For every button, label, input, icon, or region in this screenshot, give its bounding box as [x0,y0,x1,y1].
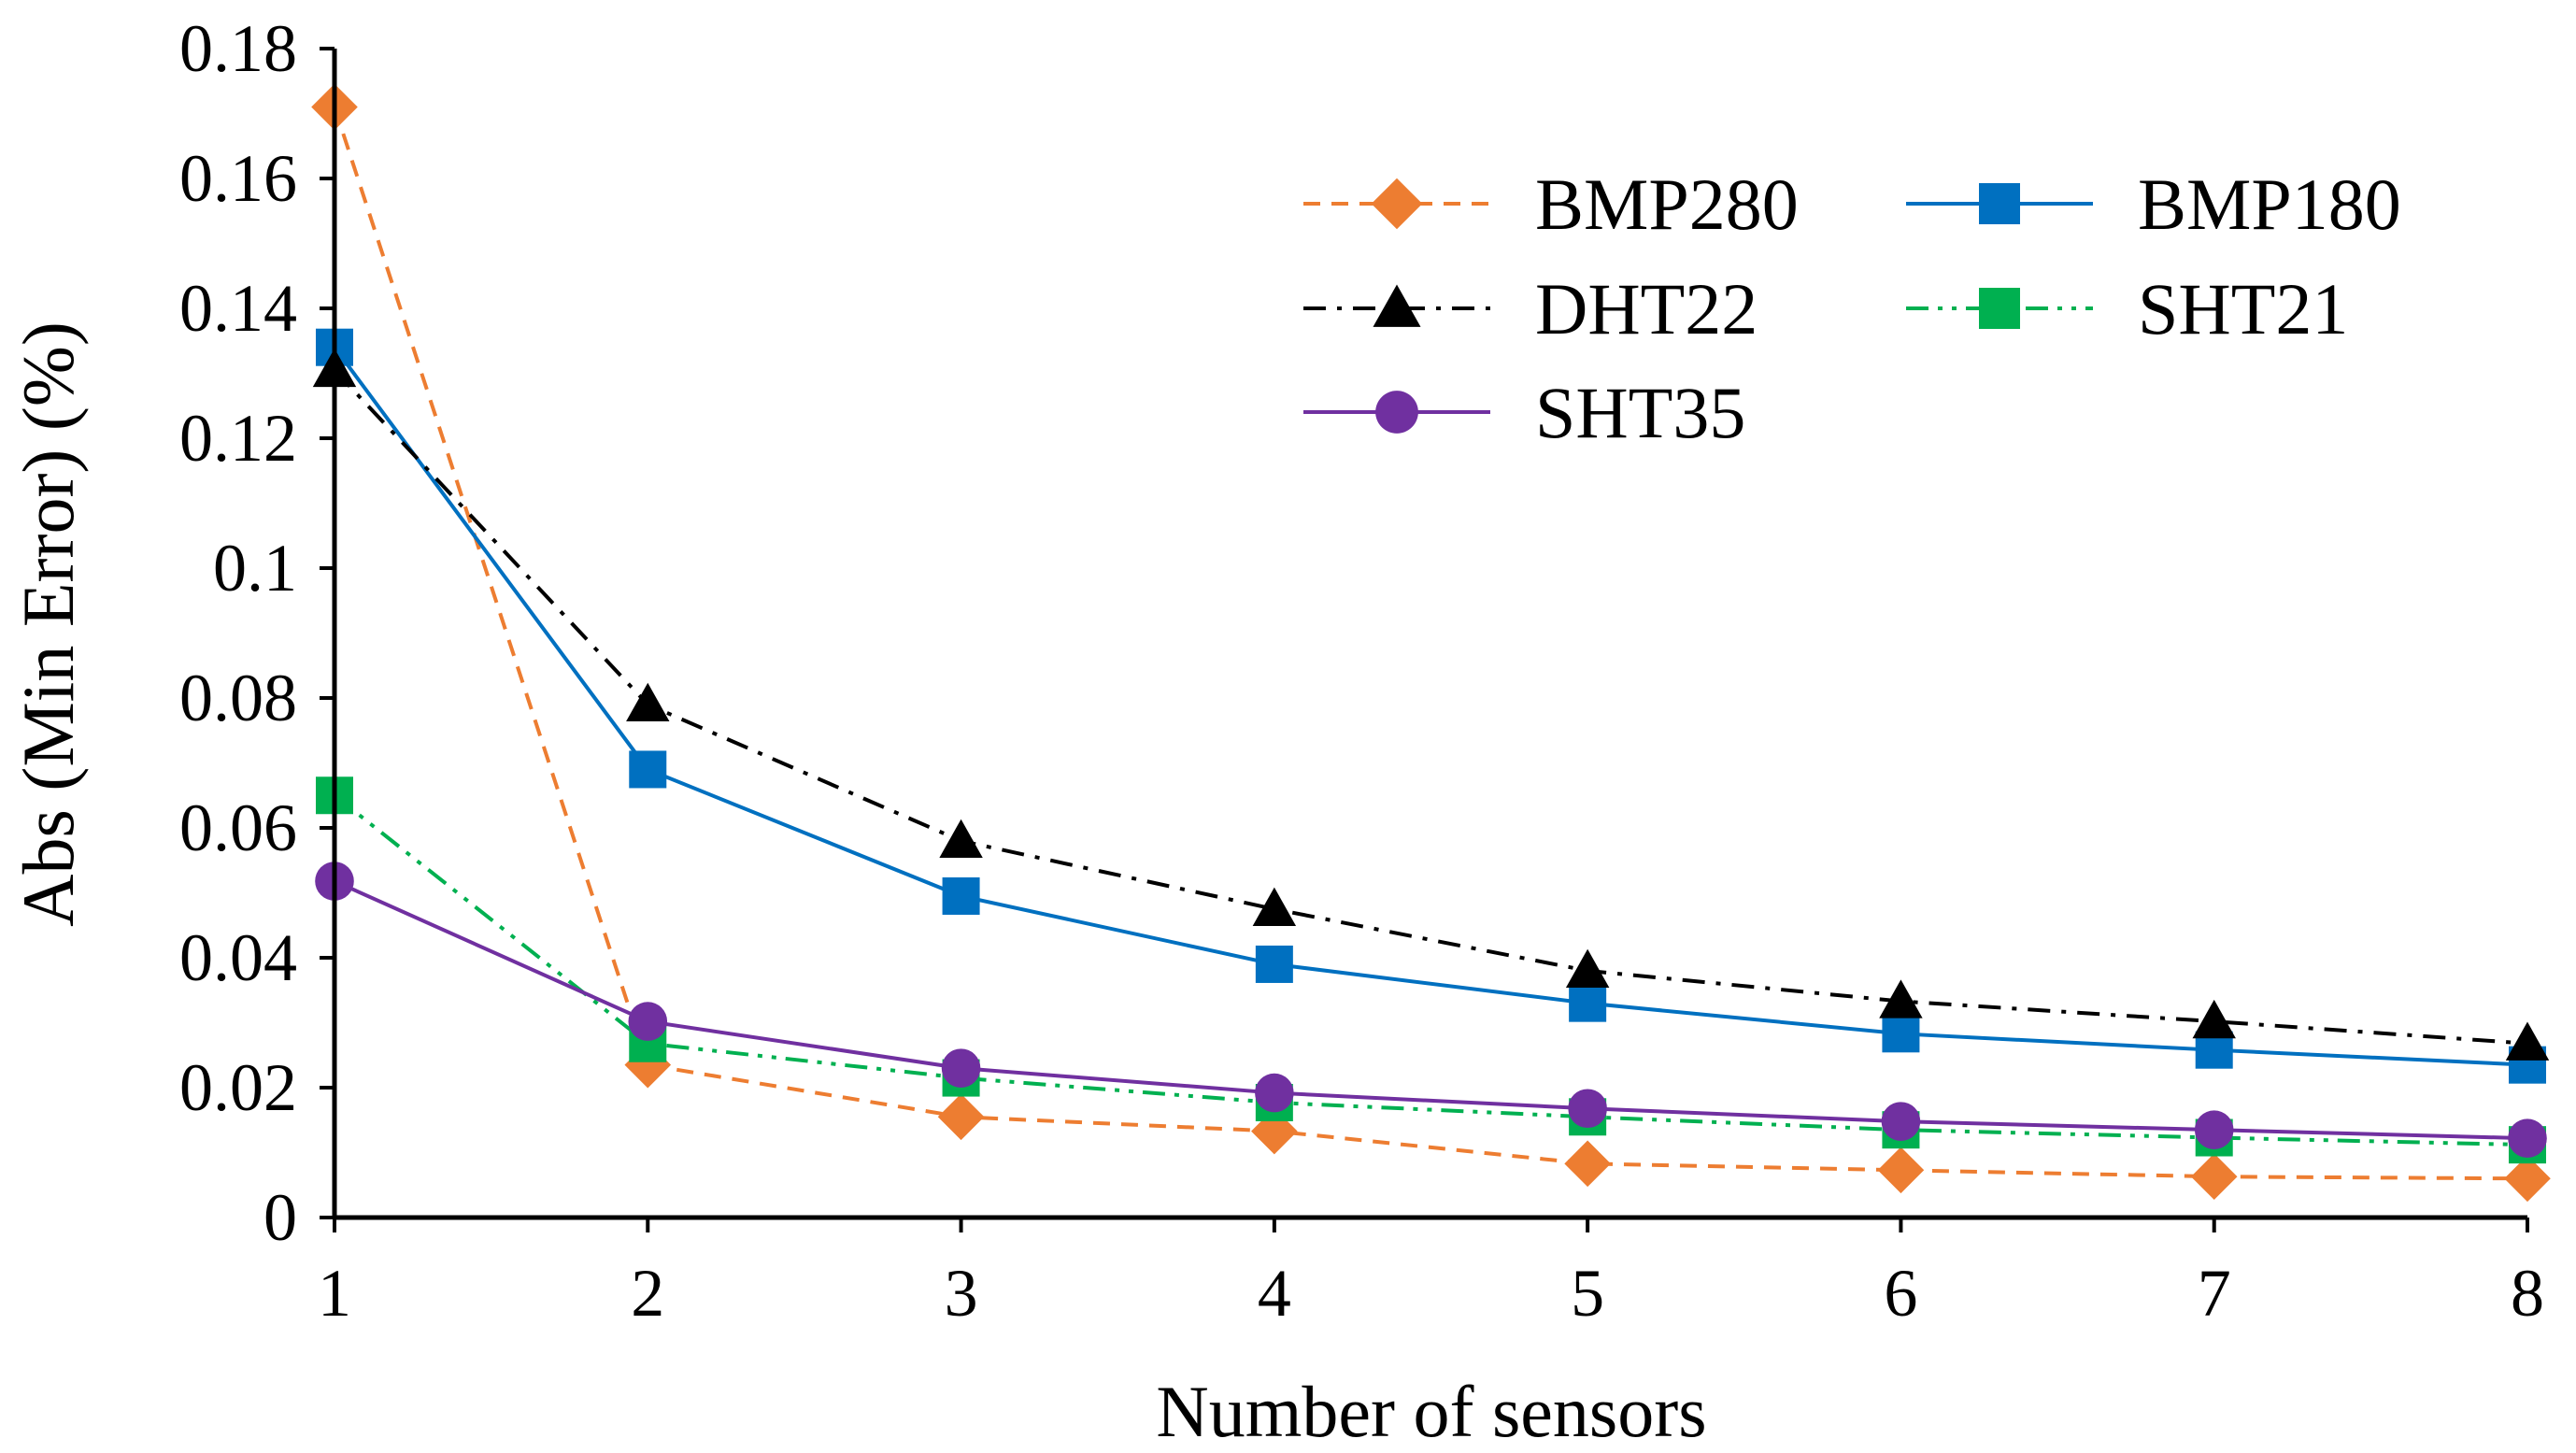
data-point-bmp280 [937,1093,985,1141]
legend-diamond-icon [1371,178,1423,230]
data-point-dht22 [2192,999,2236,1039]
data-point-sht35 [1568,1089,1607,1129]
legend-item-bmp180: BMP180 [1906,164,2401,245]
x-ticks: 1 2 3 4 5 6 7 8 [318,1218,2544,1331]
legend-label-sht35: SHT35 [1535,372,1745,453]
data-point-bmp280 [2190,1153,2238,1201]
x-tick-label: 3 [945,1256,978,1331]
legend-item-sht21: SHT21 [1906,268,2348,349]
series-sht21 [316,776,2546,1164]
legend-label-dht22: DHT22 [1535,268,1758,349]
series-dht22 [312,348,2550,1061]
legend-triangle-icon [1373,284,1421,327]
legend-square-icon [1979,183,2020,224]
series-line-bmp180 [333,346,2528,1067]
data-point-bmp180 [1569,984,1607,1022]
x-axis-title: Number of sensors [1156,1371,1706,1452]
y-ticks: 0 0.02 0.04 0.06 0.08 0.1 0.12 0.14 0.16 0.18 [179,11,334,1255]
data-point-sht35 [2194,1110,2234,1149]
x-tick-label: 7 [2198,1256,2231,1331]
legend-item-sht35: SHT35 [1303,372,1745,453]
series-line-dht22 [333,368,2528,1046]
data-point-dht22 [939,819,983,858]
y-tick-label: 0.08 [179,661,297,735]
y-tick-label: 0.16 [179,141,297,216]
legend-label-bmp180: BMP180 [2138,164,2401,245]
x-tick-label: 5 [1571,1256,1604,1331]
legend-item-bmp280: BMP280 [1303,164,1799,245]
x-tick-label: 2 [631,1256,664,1331]
x-tick-label: 4 [1258,1256,1291,1331]
y-tick-label: 0.06 [179,791,297,865]
data-point-sht35 [1255,1073,1294,1113]
y-tick-label: 0.14 [179,271,297,346]
y-tick-label: 0.04 [179,920,297,995]
data-point-bmp180 [1255,945,1293,983]
x-tick-label: 8 [2511,1256,2544,1331]
series-line-sht21 [333,793,2528,1147]
y-tick-label: 0.18 [179,11,297,86]
legend-circle-icon [1375,391,1418,434]
data-point-bmp180 [1882,1015,1920,1053]
y-tick-label: 0.02 [179,1050,297,1125]
x-tick-label: 1 [318,1256,351,1331]
series-bmp180 [316,328,2546,1084]
series-line-bmp280 [333,106,2528,1181]
y-axis-title: Abs (Min Error) (%) [7,321,89,927]
data-point-bmp280 [1877,1147,1925,1194]
data-point-bmp180 [629,750,667,789]
legend-square-icon [1979,288,2020,329]
y-tick-label: 0 [263,1180,297,1255]
data-point-sht35 [628,1002,668,1041]
legend-label-sht21: SHT21 [2138,268,2348,349]
series-layer [311,83,2551,1203]
data-point-sht35 [941,1048,981,1088]
data-point-dht22 [2505,1021,2550,1061]
series-line-sht35 [334,879,2528,1141]
data-point-bmp280 [2504,1155,2551,1203]
data-point-dht22 [1565,948,1610,988]
data-point-dht22 [1879,979,1923,1019]
legend-label-bmp280: BMP280 [1535,164,1799,245]
legend-item-dht22: DHT22 [1303,268,1758,349]
y-tick-label: 0.1 [213,531,297,605]
axes-layer: 0 0.02 0.04 0.06 0.08 0.1 0.12 0.14 0.16 0.18 1 2 3… [179,11,2544,1331]
series-bmp280 [311,83,2551,1203]
data-point-dht22 [1252,887,1297,926]
data-point-dht22 [626,682,670,722]
data-point-bmp280 [1564,1140,1611,1188]
y-tick-label: 0.12 [179,401,297,476]
data-point-bmp180 [942,876,980,915]
x-tick-label: 6 [1884,1256,1917,1331]
data-point-sht35 [2508,1118,2547,1159]
data-point-sht35 [1881,1102,1921,1141]
legend: BMP280 BMP180 DHT22 SHT21 SHT35 [1303,164,2401,453]
